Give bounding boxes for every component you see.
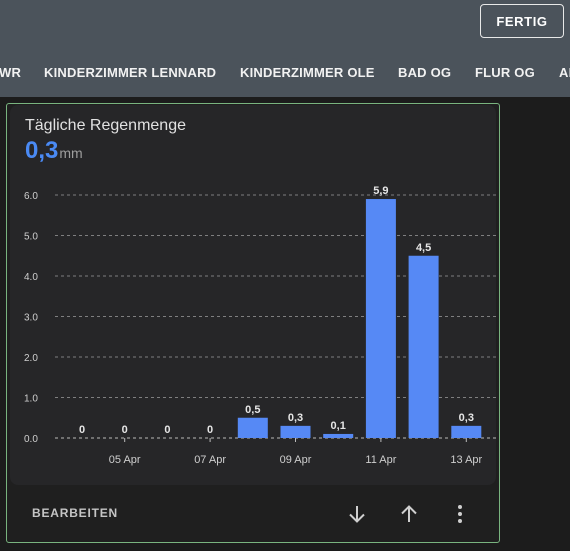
tab-kinderzimmer-lennard[interactable]: KINDERZIMMER LENNARD bbox=[44, 65, 217, 80]
y-tick-label: 2.0 bbox=[24, 353, 38, 364]
data-label: 0,5 bbox=[245, 404, 260, 416]
data-label: 0 bbox=[122, 424, 128, 436]
value-number: 0,3 bbox=[25, 137, 59, 164]
tab-wr[interactable]: WR bbox=[0, 65, 22, 80]
data-label: 4,5 bbox=[416, 242, 431, 254]
arrow-down-icon[interactable] bbox=[345, 502, 369, 526]
tab-bad-og[interactable]: BAD OG bbox=[398, 65, 452, 80]
current-value: 0,3mm bbox=[25, 137, 83, 167]
more-vert-icon[interactable] bbox=[448, 502, 472, 526]
arrow-up-icon[interactable] bbox=[397, 502, 421, 526]
tab-ai[interactable]: AI bbox=[559, 65, 570, 80]
done-button[interactable]: FERTIG bbox=[480, 4, 564, 38]
data-label: 0,3 bbox=[288, 412, 303, 424]
rain-bar-chart: 0.0 1.0 2.0 3.0 4.0 5.0 6.0 0 0 0 0 0,5 0,3 0,1 5,9 4,5… bbox=[24, 185, 496, 466]
x-tick-label: 07 Apr bbox=[194, 454, 226, 466]
data-label: 0 bbox=[207, 424, 213, 436]
edit-button[interactable]: BEARBEITEN bbox=[32, 506, 119, 520]
y-tick-label: 3.0 bbox=[24, 313, 38, 324]
statistic-card[interactable]: Tägliche Regenmenge 0,3mm 0.0 1.0 2.0 3.0 4.… bbox=[10, 105, 496, 485]
data-label: 0,3 bbox=[459, 412, 474, 424]
toolbar: FERTIG WR KINDERZIMMER LENNARD KINDERZIM… bbox=[0, 0, 570, 97]
y-tick-label: 4.0 bbox=[24, 272, 38, 283]
x-tick-label: 13 Apr bbox=[450, 454, 482, 466]
y-tick-label: 6.0 bbox=[24, 191, 38, 202]
data-label: 5,9 bbox=[373, 185, 388, 197]
bar bbox=[280, 425, 311, 438]
data-label: 0 bbox=[164, 424, 170, 436]
tab-kinderzimmer-ole[interactable]: KINDERZIMMER OLE bbox=[240, 65, 375, 80]
bar bbox=[323, 433, 354, 438]
x-tick-label: 09 Apr bbox=[280, 454, 312, 466]
rain-card: Tägliche Regenmenge 0,3mm 0.0 1.0 2.0 3.0 4.… bbox=[6, 103, 500, 543]
tab-bar: WR KINDERZIMMER LENNARD KINDERZIMMER OLE… bbox=[0, 60, 570, 86]
bar bbox=[237, 417, 268, 438]
bar bbox=[408, 255, 439, 438]
bar bbox=[365, 199, 396, 438]
data-label: 0,1 bbox=[331, 420, 346, 432]
card-title: Tägliche Regenmenge bbox=[25, 117, 186, 134]
empty-column bbox=[503, 97, 570, 551]
data-label: 0 bbox=[79, 424, 85, 436]
bar bbox=[451, 425, 482, 438]
value-unit: mm bbox=[59, 145, 83, 161]
tab-flur-og[interactable]: FLUR OG bbox=[475, 65, 535, 80]
y-tick-label: 5.0 bbox=[24, 232, 38, 243]
y-tick-label: 0.0 bbox=[24, 434, 38, 445]
x-tick-label: 11 Apr bbox=[365, 454, 396, 466]
y-tick-label: 1.0 bbox=[24, 394, 38, 405]
x-tick-label: 05 Apr bbox=[109, 454, 141, 466]
